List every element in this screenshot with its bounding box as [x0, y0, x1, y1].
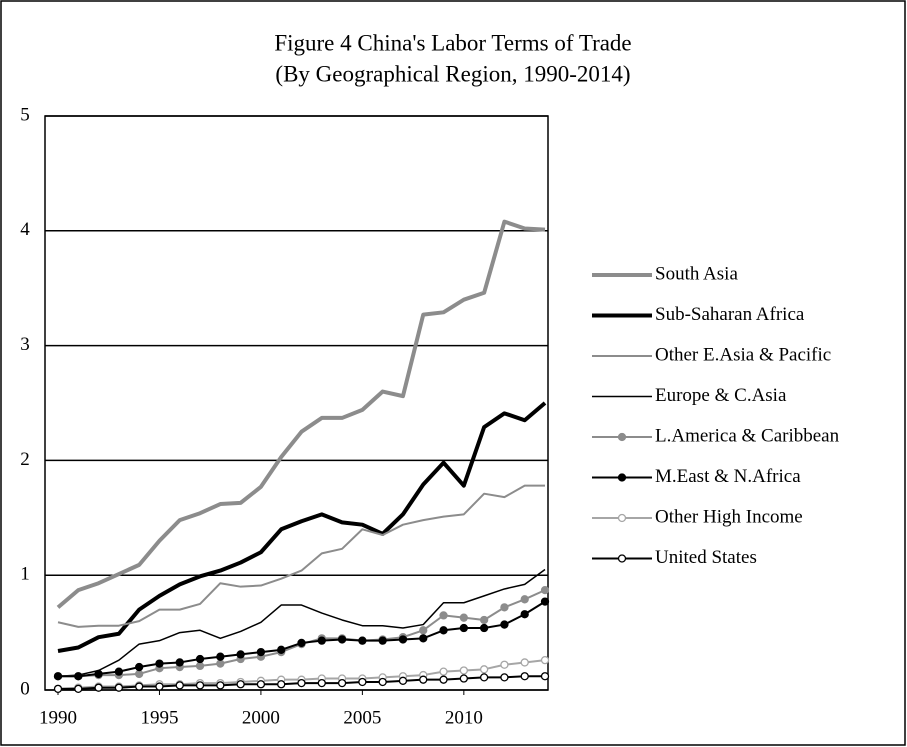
legend-label: M.East & N.Africa — [655, 466, 801, 487]
marker — [297, 638, 306, 648]
y-tick-label: 1 — [20, 564, 30, 585]
x-tick-label: 1990 — [39, 707, 77, 728]
marker — [195, 661, 205, 671]
marker — [337, 635, 347, 644]
marker — [297, 678, 306, 688]
marker — [520, 610, 529, 619]
marker — [175, 658, 184, 667]
marker — [479, 665, 489, 674]
x-tick-label: 2000 — [242, 707, 280, 728]
marker — [378, 636, 387, 645]
chart-subtitle: (By Geographical Region, 1990-2014) — [275, 61, 630, 86]
marker — [540, 672, 550, 681]
legend-label: Europe & C.Asia — [655, 385, 787, 406]
marker — [479, 615, 489, 625]
marker — [479, 623, 489, 633]
marker — [459, 666, 468, 675]
legend-label: L.America & Caribbean — [655, 425, 840, 446]
marker — [256, 647, 266, 657]
line — [57, 401, 547, 653]
marker — [94, 683, 103, 692]
marker — [439, 626, 448, 635]
marker — [439, 667, 448, 676]
marker — [236, 680, 245, 689]
marker — [419, 634, 428, 643]
y-tick-label: 5 — [20, 104, 30, 125]
legend-label: United States — [655, 547, 757, 568]
marker — [277, 645, 286, 654]
legend-marker — [617, 554, 627, 563]
marker — [114, 667, 124, 676]
marker — [216, 659, 225, 668]
marker — [520, 672, 529, 681]
marker — [378, 677, 387, 687]
marker — [500, 603, 509, 612]
x-tick-label: 1995 — [140, 707, 178, 728]
marker — [135, 669, 144, 679]
y-tick-label: 3 — [20, 334, 30, 355]
marker — [53, 672, 63, 681]
marker — [256, 680, 266, 689]
line — [57, 484, 545, 628]
marker — [500, 660, 509, 669]
marker — [216, 681, 225, 690]
marker — [540, 597, 550, 606]
marker — [459, 613, 468, 622]
marker — [135, 662, 144, 672]
y-tick-label: 4 — [20, 219, 30, 240]
legend-label: Other E.Asia & Pacific — [655, 344, 831, 365]
marker — [135, 682, 144, 691]
marker — [114, 683, 124, 692]
marker — [459, 674, 468, 683]
x-tick-label: 2005 — [343, 707, 381, 728]
marker — [155, 682, 164, 691]
marker — [74, 672, 83, 681]
marker — [520, 658, 529, 667]
marker — [216, 652, 225, 661]
marker — [94, 669, 103, 679]
marker — [53, 684, 63, 694]
marker — [175, 681, 184, 690]
marker — [419, 626, 428, 635]
marker — [459, 623, 468, 633]
marker — [398, 676, 408, 685]
marker — [277, 680, 286, 689]
marker — [398, 635, 408, 644]
marker — [439, 675, 448, 684]
line — [57, 568, 546, 677]
marker — [500, 673, 509, 682]
marker — [479, 673, 489, 682]
marker — [419, 675, 428, 684]
marker — [195, 681, 205, 690]
legend-marker — [617, 432, 627, 442]
legend-label: Other High Income — [655, 506, 803, 527]
marker — [358, 636, 367, 645]
marker — [520, 595, 529, 604]
marker — [540, 585, 550, 595]
marker — [195, 654, 205, 664]
y-tick-label: 0 — [20, 678, 30, 699]
x-tick-label: 2010 — [445, 707, 483, 728]
legend-marker — [617, 473, 627, 482]
legend-marker — [617, 513, 627, 523]
marker — [358, 677, 367, 687]
marker — [500, 620, 509, 629]
line — [56, 219, 546, 609]
chart-title: Figure 4 China's Labor Terms of Trade — [274, 30, 631, 55]
marker — [337, 678, 347, 688]
marker — [439, 611, 448, 620]
marker — [317, 636, 326, 645]
legend-label: Sub-Saharan Africa — [655, 304, 805, 325]
marker — [317, 678, 326, 688]
y-tick-label: 2 — [20, 449, 30, 470]
marker — [540, 656, 550, 665]
marker — [74, 684, 83, 694]
marker — [155, 659, 164, 668]
legend-label: South Asia — [655, 263, 738, 284]
marker — [236, 650, 245, 659]
